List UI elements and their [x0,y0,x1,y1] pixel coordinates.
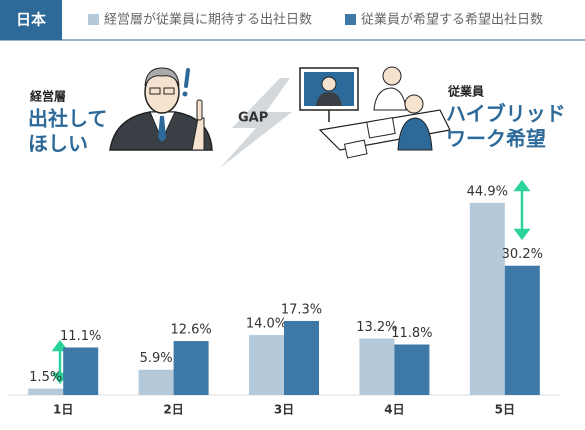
executive-illustration [109,67,213,151]
value-label: 13.2% [356,320,397,335]
gap-arrows [51,179,531,385]
value-label: 17.3% [281,302,322,317]
value-label: 11.8% [391,326,432,341]
left-label: 経営層 [30,89,66,104]
value-label: 44.9% [467,184,508,199]
right-line: ワーク希望 [446,127,546,151]
bar [504,265,540,395]
value-label: 1.5% [29,370,62,385]
value-label: 5.9% [140,351,173,366]
employee-illustration [299,66,451,159]
x-tick-label: 3日 [274,403,294,417]
bar [138,369,174,395]
value-label: 11.1% [60,329,101,344]
legend-label: 従業員が希望する希望出社日数 [361,12,543,28]
chart-title: 日本 [16,11,46,29]
bar [284,320,319,395]
x-tick-label: 2日 [163,403,183,417]
title-box [0,0,62,40]
bar [249,335,284,395]
right-line: ハイブリッド [446,102,566,126]
value-label: 30.2% [502,247,543,262]
legend-label: 経営層が従業員に期待する出社日数 [104,12,312,28]
right-label: 従業員 [447,84,484,99]
bar [359,338,395,395]
bar [63,347,99,395]
x-tick-label: 4日 [384,403,404,417]
bar [173,341,209,395]
value-label: 14.0% [246,317,287,332]
gap-bolt [220,78,292,168]
x-tick-label: 5日 [495,403,515,417]
bar [28,388,64,395]
legend-swatch [345,14,356,25]
left-line: 出社して [28,107,107,131]
legend-swatch [88,14,99,25]
left-line: ほしい [28,132,88,156]
value-label: 12.6% [170,323,211,338]
x-tick-label: 1日 [53,403,73,417]
bar [394,344,430,395]
gap-label: GAP [238,111,268,126]
bar [469,202,505,395]
